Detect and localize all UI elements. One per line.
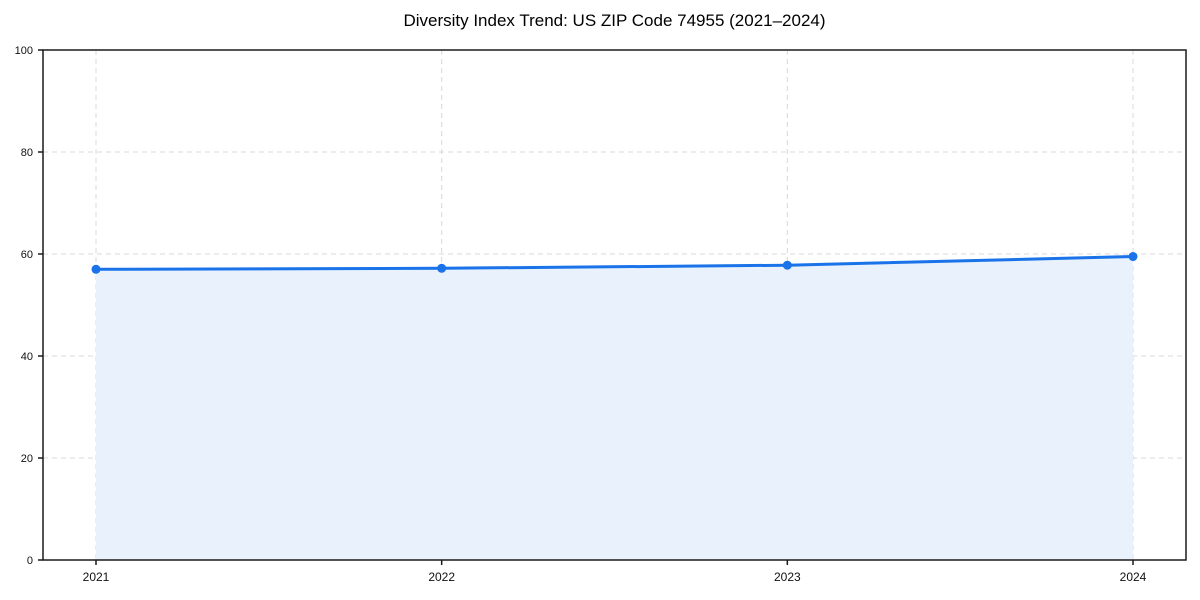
data-point-2021 — [91, 264, 101, 274]
y-tick-label-100: 100 — [15, 45, 33, 57]
area-fill — [96, 256, 1133, 560]
x-tick-label-2021: 2021 — [83, 570, 110, 584]
data-point-2023 — [782, 260, 792, 270]
data-point-2024 — [1128, 252, 1138, 262]
x-tick-label-2024: 2024 — [1120, 570, 1147, 584]
y-tick-label-20: 20 — [21, 453, 33, 465]
y-tick-label-60: 60 — [21, 249, 33, 261]
chart-title: Diversity Index Trend: US ZIP Code 74955… — [403, 11, 826, 30]
data-point-2022 — [437, 263, 447, 273]
y-tick-label-0: 0 — [27, 555, 33, 567]
y-tick-label-40: 40 — [21, 351, 33, 363]
plot-border — [42, 49, 1187, 561]
y-tick-label-80: 80 — [21, 147, 33, 159]
x-tick-label-2022: 2022 — [428, 570, 455, 584]
trend-line — [94, 255, 1135, 271]
x-tick-label-2023: 2023 — [774, 570, 801, 584]
